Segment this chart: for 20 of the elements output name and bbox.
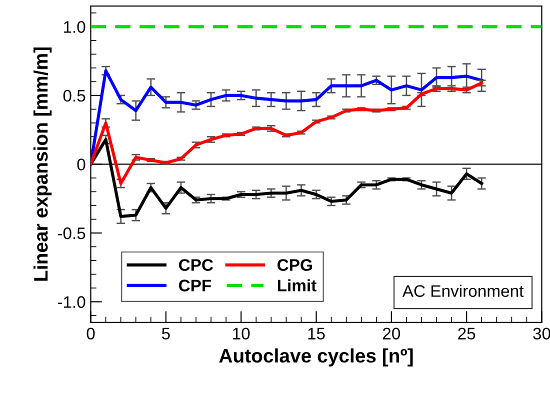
- x-tick-label: 15: [308, 328, 325, 340]
- x-tick-label: 0: [86, 328, 95, 340]
- y-tick-label: 0: [77, 158, 86, 170]
- y-tick-label: 0.5: [63, 90, 86, 102]
- y-tick-label: -0.5: [58, 227, 86, 240]
- y-axis-title: Linear expansion [mm/m]: [33, 48, 52, 281]
- legend-label: Limit: [278, 279, 316, 292]
- legend-label: CPG: [278, 259, 312, 271]
- legend-label: CPF: [178, 280, 212, 292]
- x-tick-label: 30: [533, 328, 550, 340]
- y-tick-label: 1.0: [64, 21, 86, 33]
- legend-label: CPC: [178, 259, 214, 271]
- line-series: [90, 82, 484, 186]
- x-tick-label: 5: [162, 328, 170, 340]
- y-tick-label: -1.0: [58, 296, 86, 308]
- x-tick-label: 25: [458, 328, 476, 340]
- x-tick-label: 20: [382, 328, 400, 340]
- x-tick-label: 10: [233, 328, 250, 340]
- annotation: AC Environment: [402, 284, 524, 297]
- x-axis-title: Autoclave cycles [nº]: [219, 348, 413, 366]
